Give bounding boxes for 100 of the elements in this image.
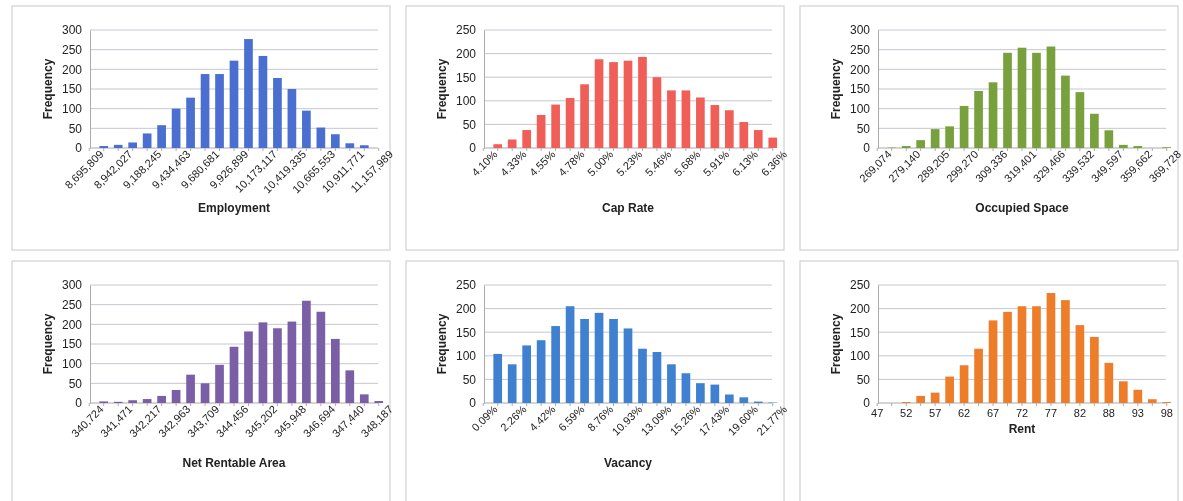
bar <box>244 39 253 148</box>
y-tick-label: 100 <box>61 357 83 372</box>
bar <box>959 105 969 148</box>
y-tick-label: 200 <box>61 317 83 332</box>
bar <box>186 374 195 403</box>
bar <box>696 383 705 403</box>
bar <box>724 110 734 148</box>
bar <box>551 104 560 148</box>
y-axis-title: Frequency <box>829 58 843 120</box>
bar <box>1075 325 1085 403</box>
x-tick-label: 77 <box>1044 406 1058 419</box>
x-tick-label: 52 <box>900 406 913 419</box>
bar <box>142 133 152 148</box>
y-tick-label: 50 <box>462 117 477 132</box>
bar <box>200 74 210 148</box>
bar <box>1133 389 1143 403</box>
bar <box>739 397 749 403</box>
x-tick-label: 98 <box>1160 406 1173 419</box>
bar <box>229 346 239 403</box>
bar <box>710 105 720 148</box>
bar <box>638 348 647 403</box>
x-tick-label: 72 <box>1015 406 1029 419</box>
bar <box>522 130 532 148</box>
y-tick-label: 200 <box>455 46 477 61</box>
bar <box>580 318 589 403</box>
bar <box>507 364 517 403</box>
y-tick-label: 0 <box>469 141 477 156</box>
bar <box>609 318 618 403</box>
bar <box>1032 52 1041 148</box>
x-axis-title: Occupied Space <box>975 201 1070 215</box>
bar <box>171 390 181 403</box>
bar <box>916 395 926 403</box>
bar <box>945 376 954 403</box>
x-axis-title: Cap Rate <box>601 201 655 215</box>
y-tick-label: 50 <box>856 372 871 387</box>
bar <box>200 383 210 403</box>
bar <box>1090 336 1099 403</box>
y-axis-title: Frequency <box>41 58 55 120</box>
y-tick-label: 50 <box>68 121 83 136</box>
bar <box>710 384 720 403</box>
y-axis-title: Frequency <box>435 58 449 120</box>
bar <box>638 56 647 148</box>
y-tick-label: 250 <box>61 43 83 58</box>
y-tick-label: 150 <box>849 82 871 97</box>
bar <box>974 348 983 403</box>
y-tick-label: 250 <box>61 298 83 313</box>
bar <box>258 322 268 403</box>
y-tick-label: 100 <box>849 102 871 117</box>
bar <box>1017 306 1027 403</box>
bar <box>1075 92 1085 148</box>
bar <box>128 400 138 403</box>
bar <box>551 326 560 403</box>
y-tick-label: 200 <box>849 301 871 316</box>
bar <box>287 321 297 403</box>
bar <box>988 320 998 403</box>
y-axis-title: Frequency <box>829 313 843 375</box>
bar <box>739 122 749 148</box>
x-tick-label: 47 <box>871 406 884 419</box>
bar <box>113 144 123 148</box>
bar <box>1104 362 1114 403</box>
y-tick-label: 200 <box>849 62 871 77</box>
bar <box>536 114 546 148</box>
x-tick-label: 82 <box>1073 406 1087 419</box>
bar <box>522 345 532 403</box>
y-tick-label: 100 <box>455 349 477 364</box>
bar <box>594 312 604 403</box>
bar <box>652 352 662 403</box>
bar <box>157 395 166 403</box>
bar <box>536 340 546 403</box>
bar <box>930 129 940 148</box>
bar <box>302 110 311 148</box>
y-tick-label: 0 <box>75 141 83 156</box>
bar <box>623 60 633 148</box>
bar <box>565 97 575 148</box>
bar <box>1061 300 1070 403</box>
y-tick-label: 250 <box>455 278 477 293</box>
bar <box>1003 311 1012 403</box>
x-axis-title: Rent <box>1008 422 1036 436</box>
y-tick-label: 150 <box>455 70 477 85</box>
bar <box>1017 47 1027 148</box>
bar <box>681 373 691 403</box>
x-tick-label: 88 <box>1102 406 1115 419</box>
bar <box>667 364 676 403</box>
x-tick-label: 67 <box>986 406 1000 419</box>
bar <box>330 134 340 148</box>
y-tick-label: 100 <box>849 349 871 364</box>
y-tick-label: 100 <box>61 102 83 117</box>
y-tick-label: 300 <box>849 23 871 38</box>
x-axis-title: Employment <box>197 201 271 215</box>
y-tick-label: 150 <box>61 337 83 352</box>
x-axis-title: Vacancy <box>603 456 653 470</box>
bar <box>215 364 224 403</box>
y-tick-label: 100 <box>455 94 477 109</box>
y-tick-label: 50 <box>462 372 477 387</box>
bar <box>696 97 705 148</box>
bar <box>142 399 152 403</box>
y-tick-label: 0 <box>863 396 871 411</box>
bar <box>609 62 618 148</box>
bar <box>565 306 575 403</box>
bar <box>1003 52 1012 148</box>
